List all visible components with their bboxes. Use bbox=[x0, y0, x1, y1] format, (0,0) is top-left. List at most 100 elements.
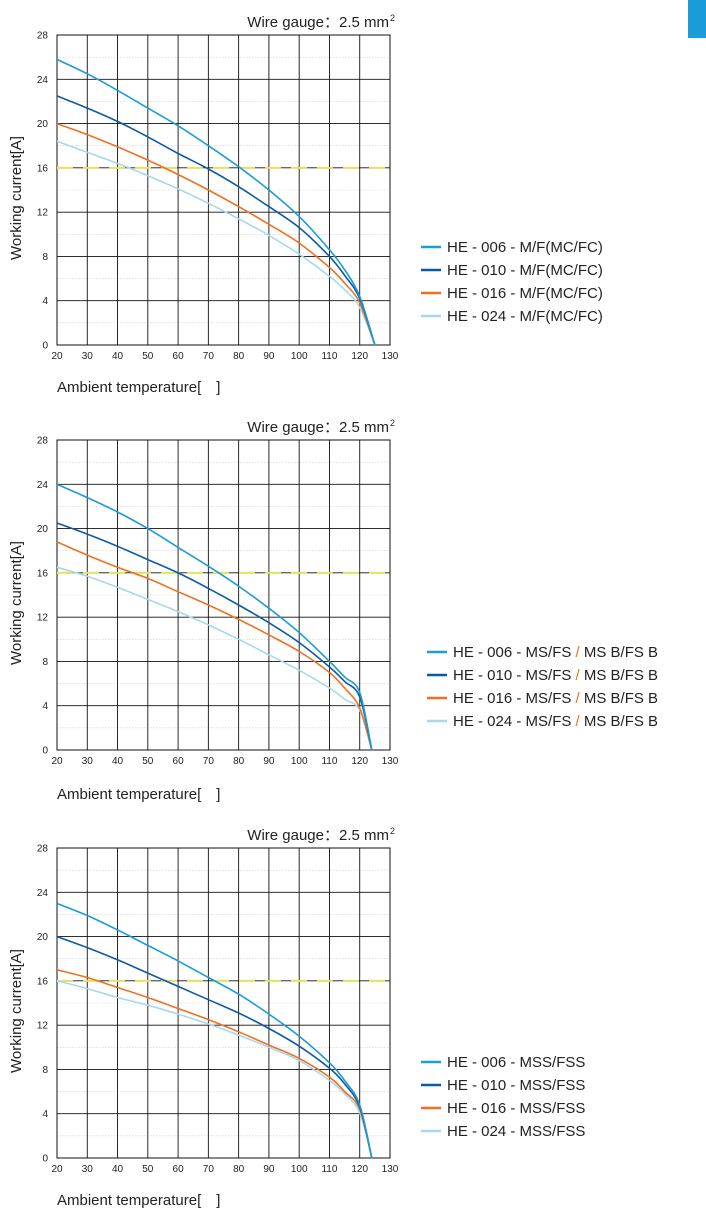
x-tick-label: 70 bbox=[203, 1164, 215, 1175]
chart-title-superscript: 2 bbox=[390, 418, 395, 428]
x-tick-label: 80 bbox=[233, 351, 245, 362]
y-axis-label: Working current[A] bbox=[8, 949, 25, 1073]
x-tick-label: 130 bbox=[382, 756, 399, 767]
chart-title-superscript: 2 bbox=[390, 13, 395, 23]
y-tick-label: 0 bbox=[42, 341, 48, 352]
legend: HE - 006 - MS/FS / MS B/FS BHE - 010 - M… bbox=[427, 644, 658, 730]
x-tick-label: 60 bbox=[173, 351, 185, 362]
x-tick-label: 130 bbox=[382, 1164, 399, 1175]
series-line bbox=[56, 541, 373, 751]
x-tick-label: 30 bbox=[82, 351, 94, 362]
legend-entry: HE - 010 - M/F(MC/FC) bbox=[447, 262, 603, 279]
y-axis-label: Working current[A] bbox=[8, 541, 25, 665]
x-axis-label: Ambient temperature[ ] bbox=[57, 1192, 220, 1209]
legend-entry: HE - 016 - M/F(MC/FC) bbox=[447, 285, 603, 302]
x-tick-label: 50 bbox=[142, 351, 154, 362]
x-tick-label: 100 bbox=[291, 1164, 308, 1175]
y-tick-label: 12 bbox=[37, 613, 49, 624]
x-tick-label: 60 bbox=[173, 756, 185, 767]
legend-series-name: HE - 024 - M/F(MC/FC) bbox=[447, 308, 603, 325]
x-tick-label: 100 bbox=[291, 351, 308, 362]
x-tick-label: 40 bbox=[112, 351, 124, 362]
x-tick-label: 90 bbox=[263, 351, 275, 362]
y-tick-label: 12 bbox=[37, 208, 49, 219]
chart-title: Wire gauge：2.5 mm bbox=[247, 827, 389, 844]
legend-entry: HE - 024 - MSS/FSS bbox=[447, 1123, 585, 1140]
chart-title: Wire gauge：2.5 mm bbox=[247, 419, 389, 436]
series-line bbox=[56, 95, 376, 346]
x-tick-label: 50 bbox=[142, 1164, 154, 1175]
y-tick-label: 4 bbox=[42, 1109, 48, 1120]
legend-series-name: HE - 024 - MS/FS bbox=[453, 713, 571, 730]
legend-series-variant: MS B/FS B bbox=[584, 690, 658, 707]
legend-series-variant: MS B/FS B bbox=[584, 667, 658, 684]
y-tick-label: 8 bbox=[42, 252, 48, 263]
y-tick-label: 16 bbox=[37, 976, 49, 987]
x-tick-label: 20 bbox=[51, 756, 63, 767]
x-tick-label: 60 bbox=[173, 1164, 185, 1175]
x-tick-label: 90 bbox=[263, 1164, 275, 1175]
plot-frame bbox=[56, 34, 391, 346]
x-tick-label: 110 bbox=[321, 1164, 337, 1175]
x-tick-label: 110 bbox=[321, 756, 337, 767]
y-tick-label: 28 bbox=[37, 31, 49, 42]
series-line bbox=[56, 902, 373, 1159]
series-line bbox=[56, 122, 376, 346]
legend-series-name: HE - 006 - MSS/FSS bbox=[447, 1054, 585, 1071]
x-tick-label: 120 bbox=[351, 351, 368, 362]
x-tick-label: 120 bbox=[351, 1164, 368, 1175]
legend-series-name: HE - 016 - MSS/FSS bbox=[447, 1100, 585, 1117]
legend-series-variant: MS B/FS B bbox=[584, 644, 658, 661]
x-tick-label: 80 bbox=[233, 1164, 245, 1175]
x-tick-label: 120 bbox=[351, 756, 368, 767]
legend-series-name: HE - 010 - MSS/FSS bbox=[447, 1077, 585, 1094]
y-tick-label: 20 bbox=[37, 524, 49, 535]
x-tick-label: 50 bbox=[142, 756, 154, 767]
y-tick-label: 24 bbox=[37, 75, 49, 86]
series-line bbox=[56, 483, 373, 751]
y-tick-label: 20 bbox=[37, 119, 49, 130]
legend-series-name: HE - 010 - M/F(MC/FC) bbox=[447, 262, 603, 279]
y-tick-label: 24 bbox=[37, 480, 49, 491]
y-tick-label: 16 bbox=[37, 163, 49, 174]
series-line bbox=[56, 935, 373, 1159]
legend-series-name: HE - 010 - MS/FS bbox=[453, 667, 571, 684]
series-line bbox=[56, 566, 373, 751]
plot-frame bbox=[56, 439, 391, 751]
legend-separator: / bbox=[571, 713, 584, 730]
y-tick-label: 28 bbox=[37, 844, 49, 855]
x-tick-label: 70 bbox=[203, 756, 215, 767]
x-tick-label: 130 bbox=[382, 351, 399, 362]
legend-series-name: HE - 006 - MS/FS bbox=[453, 644, 571, 661]
legend-separator: / bbox=[571, 644, 584, 661]
legend-entry: HE - 024 - MS/FS / MS B/FS B bbox=[453, 713, 658, 730]
series-line bbox=[56, 522, 373, 751]
y-tick-label: 24 bbox=[37, 888, 49, 899]
x-tick-label: 40 bbox=[112, 1164, 124, 1175]
legend-series-name: HE - 016 - M/F(MC/FC) bbox=[447, 285, 603, 302]
chart-title: Wire gauge：2.5 mm bbox=[247, 14, 389, 31]
x-tick-label: 30 bbox=[82, 756, 94, 767]
legend-series-name: HE - 006 - M/F(MC/FC) bbox=[447, 239, 603, 256]
legend-separator: / bbox=[571, 690, 584, 707]
y-tick-label: 4 bbox=[42, 296, 48, 307]
y-tick-label: 16 bbox=[37, 568, 49, 579]
x-axis-label: Ambient temperature[ ] bbox=[57, 379, 220, 396]
y-tick-label: 0 bbox=[42, 1154, 48, 1165]
chart-panel-3: 20 30 40 50 60 70 80 90 100 110 120 130 0 4 8 12 16 20 24 2… bbox=[8, 826, 585, 1209]
legend-series-name: HE - 016 - MS/FS bbox=[453, 690, 571, 707]
x-tick-label: 20 bbox=[51, 1164, 63, 1175]
series-line bbox=[56, 140, 376, 346]
series-line bbox=[56, 969, 373, 1159]
legend-entry: HE - 006 - M/F(MC/FC) bbox=[447, 239, 603, 256]
legend-entry: HE - 010 - MS/FS / MS B/FS B bbox=[453, 667, 658, 684]
y-tick-label: 0 bbox=[42, 746, 48, 757]
legend-entry: HE - 006 - MSS/FSS bbox=[447, 1054, 585, 1071]
x-tick-label: 70 bbox=[203, 351, 215, 362]
x-axis-label: Ambient temperature[ ] bbox=[57, 786, 220, 803]
chart-panel-1: 20 30 40 50 60 70 80 90 100 110 120 130 0 4 8 12 16 20 24 2… bbox=[8, 13, 603, 396]
chart-title-superscript: 2 bbox=[390, 826, 395, 836]
legend-entry: HE - 016 - MS/FS / MS B/FS B bbox=[453, 690, 658, 707]
x-tick-label: 80 bbox=[233, 756, 245, 767]
